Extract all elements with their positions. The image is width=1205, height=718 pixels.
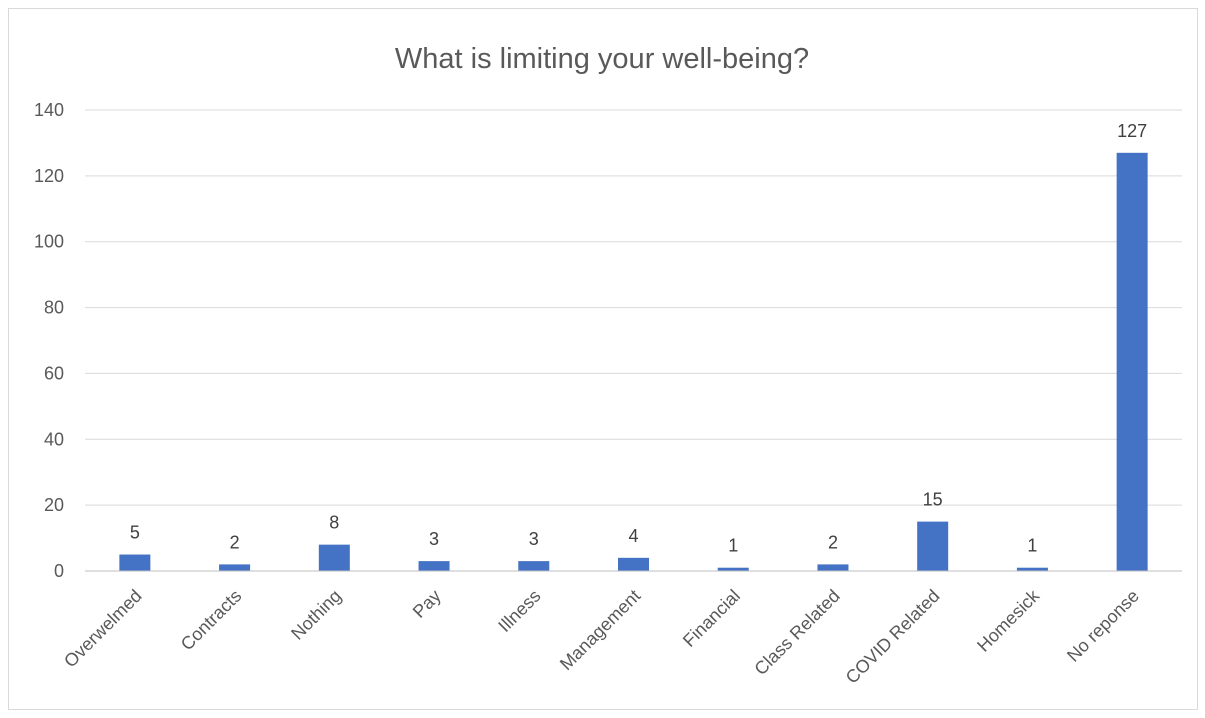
data-labels: 5 2 8 3 3 4 1 2 15 1 127 [130,121,1147,556]
y-tick-label: 0 [54,561,64,581]
bar [418,561,450,571]
data-label: 1 [728,536,738,556]
x-category-label: Overwelmed [60,586,146,672]
bar [817,564,849,571]
x-category-label: COVID Related [842,586,944,688]
data-label: 15 [923,490,943,510]
data-label: 8 [329,513,339,533]
data-label: 1 [1027,536,1037,556]
data-label: 3 [529,529,539,549]
y-tick-label: 140 [34,100,64,120]
data-label: 3 [429,529,439,549]
x-category-label: Illness [494,586,544,636]
bar [318,544,350,571]
x-category-label: Homesick [973,585,1044,656]
bar [618,557,649,571]
data-label: 5 [130,523,140,543]
gridlines [85,109,1182,506]
x-category-label: Class Related [750,586,843,679]
bar [518,561,550,571]
bars [119,152,1148,572]
y-axis-tick-labels: 0 20 40 60 80 100 120 140 [34,100,64,581]
data-label: 4 [628,526,638,546]
y-tick-label: 80 [44,298,64,318]
x-category-label: Nothing [287,586,345,644]
y-tick-label: 100 [34,232,64,252]
x-category-label: Management [556,586,644,674]
x-category-label: Pay [409,586,445,622]
bar [717,567,749,571]
bar [1116,152,1148,572]
bar [119,554,151,571]
x-category-label: Financial [679,586,744,651]
y-tick-label: 40 [44,429,64,449]
bar [219,564,251,571]
bar [1016,567,1048,571]
bar [917,521,949,571]
data-label: 2 [828,532,838,552]
data-label: 127 [1117,121,1147,141]
chart-title: What is limiting your well-being? [395,43,809,75]
chart-frame [8,8,1198,710]
y-tick-label: 120 [34,166,64,186]
x-axis-category-labels: Overwelmed Contracts Nothing Pay Illness Mana… [60,585,1143,688]
x-category-label: Contracts [177,586,246,655]
x-category-label: No reponse [1063,586,1143,666]
y-tick-label: 20 [44,495,64,515]
y-tick-label: 60 [44,363,64,383]
data-label: 2 [230,532,240,552]
